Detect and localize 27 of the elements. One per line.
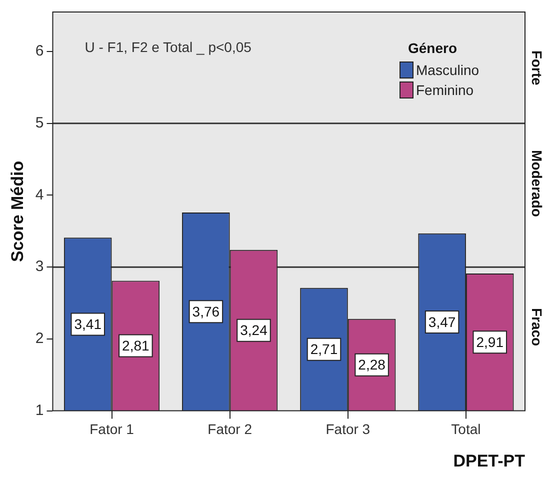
data-label: 3,47	[428, 314, 456, 330]
y-tick-label: 1	[35, 402, 44, 419]
x-tick-label: Fator 2	[208, 421, 252, 438]
data-label: 2,91	[476, 334, 504, 350]
data-label: 3,76	[192, 304, 220, 320]
annotation: U - F1, F2 e Total _ p<0,05	[84, 38, 252, 55]
y-tick-label: 3	[35, 258, 44, 276]
text: Fraco	[529, 308, 545, 346]
legend-label: Feminino	[416, 82, 474, 98]
data-label: 2,71	[310, 341, 338, 358]
data-label: 3,41	[74, 316, 102, 332]
text: Forte	[529, 50, 545, 86]
y-axis-title: Score Médio	[8, 160, 27, 262]
data-label: 3,24	[240, 322, 268, 338]
legend-title: Género	[408, 40, 458, 56]
y-tick-label: 4	[35, 186, 44, 204]
text: Moderado	[529, 150, 545, 217]
y-tick-label: 6	[35, 42, 44, 60]
x-axis-title: DPET-PT	[453, 451, 526, 470]
y-tick-label: 5	[35, 114, 44, 132]
x-tick-label: Fator 3	[326, 421, 370, 438]
data-label: 2,81	[122, 338, 150, 354]
x-tick-label: Total	[451, 421, 481, 438]
y-tick-label: 2	[35, 330, 44, 348]
legend-label: Masculino	[416, 62, 480, 78]
data-label: 2,28	[358, 356, 386, 373]
x-tick-label: Fator 1	[90, 421, 134, 438]
